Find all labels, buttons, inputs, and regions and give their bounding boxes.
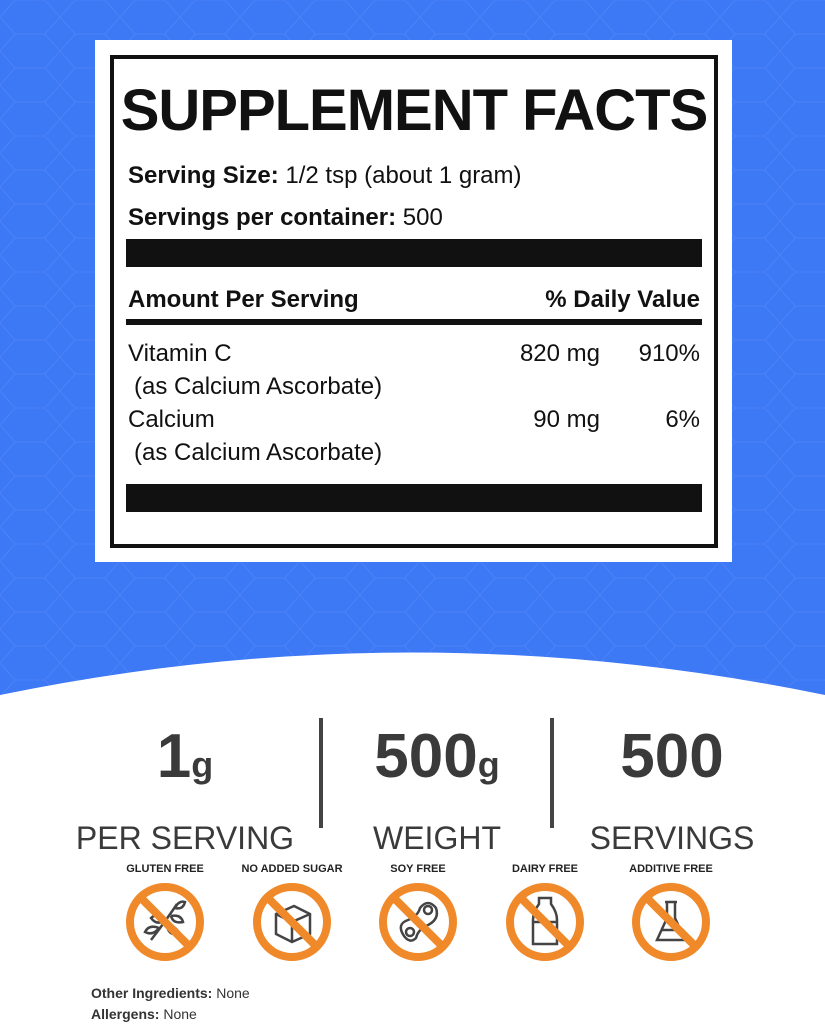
badge-gluten-free bbox=[126, 883, 204, 961]
row-dv: 6% bbox=[665, 406, 700, 433]
badge-label: ADDITIVE FREE bbox=[629, 863, 713, 875]
other-ingredients: Other Ingredients: None bbox=[91, 985, 250, 1001]
divider-bar bbox=[126, 484, 702, 512]
row-amount: 90 mg bbox=[533, 406, 600, 433]
row-source: (as Calcium Ascorbate) bbox=[134, 373, 383, 400]
stat-per-serving: 1g PER SERVING bbox=[75, 722, 295, 856]
badge-label: DAIRY FREE bbox=[511, 863, 578, 875]
row-name: Calcium bbox=[128, 406, 215, 433]
prohibition-slash-icon bbox=[390, 894, 446, 950]
prohibition-circle-icon bbox=[126, 883, 204, 961]
serving-size-label: Serving Size: bbox=[128, 162, 279, 189]
row-source: (as Calcium Ascorbate) bbox=[134, 439, 383, 466]
header-amount: Amount Per Serving bbox=[128, 286, 359, 313]
badge-label: NO ADDED SUGAR bbox=[241, 863, 343, 875]
prohibition-circle-icon bbox=[506, 883, 584, 961]
stat-servings: 500 SERVINGS bbox=[589, 722, 755, 856]
prohibition-circle-icon bbox=[379, 883, 457, 961]
badge-soy-free bbox=[379, 883, 457, 961]
supplement-facts-panel: SUPPLEMENT FACTS Serving Size: 1/2 tsp (… bbox=[95, 40, 732, 562]
prohibition-slash-icon bbox=[264, 894, 320, 950]
badge-label: SOY FREE bbox=[390, 863, 446, 875]
divider-bar bbox=[126, 239, 702, 267]
stat-divider bbox=[550, 718, 554, 828]
prohibition-slash-icon bbox=[643, 894, 699, 950]
stat-divider bbox=[319, 718, 323, 828]
prohibition-circle-icon bbox=[253, 883, 331, 961]
prohibition-circle-icon bbox=[632, 883, 710, 961]
badge-additive-free bbox=[632, 883, 710, 961]
soybean-icon bbox=[399, 901, 439, 942]
serving-size-value: 1/2 tsp (about 1 gram) bbox=[285, 162, 522, 189]
servings-value: 500 bbox=[402, 204, 443, 231]
servings-label: Servings per container: bbox=[128, 204, 397, 231]
row-dv: 910% bbox=[638, 340, 700, 367]
divider-rule bbox=[126, 319, 702, 325]
badge-dairy-free bbox=[506, 883, 584, 961]
row-name: Vitamin C bbox=[128, 340, 232, 367]
row-amount: 820 mg bbox=[519, 340, 600, 367]
prohibition-slash-icon bbox=[517, 894, 573, 950]
prohibition-slash-icon bbox=[137, 894, 193, 950]
badges-row bbox=[126, 883, 710, 961]
stat-weight: 500g WEIGHT bbox=[373, 722, 501, 856]
header-daily-value: % Daily Value bbox=[545, 286, 700, 313]
facts-title: SUPPLEMENT FACTS bbox=[120, 78, 709, 143]
badge-label: GLUTEN FREE bbox=[126, 863, 204, 875]
allergens: Allergens: None bbox=[91, 1006, 197, 1022]
badge-no-added-sugar bbox=[253, 883, 331, 961]
